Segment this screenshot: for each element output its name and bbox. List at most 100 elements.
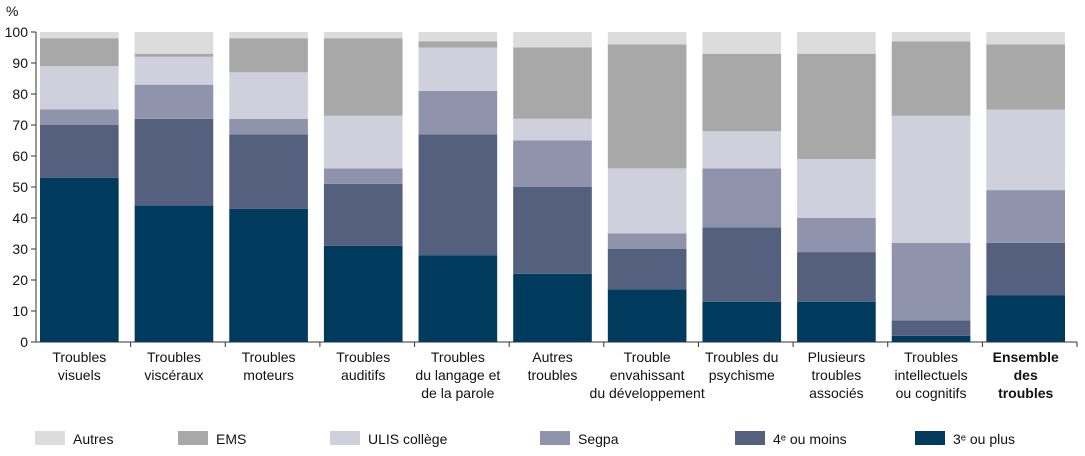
legend-label: ULIS collège [368,431,448,447]
legend-swatch [915,431,945,445]
bar-segment [40,32,119,39]
bar-segment [702,168,782,228]
legend-swatch [330,431,360,445]
bar-segment [323,168,403,184]
x-tick-label: Troubles visuels [52,349,106,383]
x-tick-label-line: Troubles [431,349,485,365]
x-tick-label: Troubles moteurs [242,349,296,383]
bar-segment [134,56,214,85]
y-tick-label: 100 [5,24,29,40]
bar-segment [418,47,498,91]
x-tick-label-line: Troubles [336,349,390,365]
bar-segment [986,109,1065,191]
bar-segment [40,109,119,125]
x-tick-label-line: troubles [998,385,1053,401]
x-tick-label-line: intellectuels [894,367,967,383]
bar-segment [229,118,308,135]
bar-segment [134,205,214,342]
x-tick-label-line: de la parole [421,385,494,401]
y-tick-label: 80 [12,86,28,102]
bar-segment [891,320,971,336]
bar-segment [702,32,782,54]
x-tick-label-line: auditifs [341,367,385,383]
bar-segment [891,41,971,116]
x-tick-label: Troubles auditifs [336,349,390,383]
legend-label: Segpa [578,431,619,447]
x-tick-label-line: Troubles du [705,349,778,365]
bar-segment [229,72,308,119]
bar-segment [891,242,971,321]
x-tick-label: Troubles intellectuels ou cognitifs [894,349,967,401]
bar-segment [40,177,119,342]
bar-segment [229,32,308,39]
bar-segment [40,66,119,110]
legend-swatch [540,431,570,445]
bar-segment [40,125,119,178]
bar-segment [607,233,687,249]
bar-segment [134,118,214,206]
y-tick-label: 60 [12,148,28,164]
bar-segment [702,301,782,342]
x-tick-label-line: Trouble [624,349,671,365]
bar-segment [134,53,214,57]
x-tick-label-line: moteurs [243,367,294,383]
x-tick-label-line: Troubles [242,349,296,365]
legend-label: 4ᵉ ou moins [773,431,847,447]
x-tick-label-line: du langage et [415,367,500,383]
bar-segment [797,32,876,54]
bar-segment [418,134,498,256]
x-tick-label-line: Plusieurs [808,349,866,365]
bar-segment [607,44,687,169]
bar-segment [891,115,971,243]
bar-segment [513,118,592,141]
bar-segment [986,242,1065,296]
bar-segment [134,84,214,119]
x-tick-label-line: Troubles [147,349,201,365]
bar-segment [229,208,308,342]
bar-segment [797,218,876,253]
y-tick-label: 90 [12,55,28,71]
y-tick-label: 30 [12,241,28,257]
bar-segment [702,53,782,132]
y-tick-label: 20 [12,272,28,288]
y-tick-label: 40 [12,210,28,226]
bar-segment [513,273,592,342]
x-tick-label-line: des [1014,367,1038,383]
bar-segment [513,32,592,48]
bar-segment [607,249,687,290]
x-tick-label: Autres troubles [528,349,578,383]
bar-segment [702,131,782,169]
y-tick-label: 50 [12,179,28,195]
bar-segment [418,90,498,135]
bar-segment [323,115,403,169]
x-tick-label-line: ou cognitifs [896,385,967,401]
x-tick-label-line: envahissant [610,367,685,383]
x-tick-label-line: Troubles [52,349,106,365]
bar-segment [607,168,687,234]
bar-segment [418,41,498,48]
x-tick-label-line: Ensemble [993,349,1059,365]
bar-segment [891,335,971,342]
bar-segment [513,187,592,274]
x-tick-label-line: Autres [532,349,572,365]
legend-label: Autres [73,431,113,447]
x-tick-label-line: Troubles [904,349,958,365]
bar-segment [797,53,876,160]
bar-segment [891,32,971,42]
x-tick-label: Troubles viscéraux [144,349,203,383]
y-tick-label: 10 [12,303,28,319]
x-tick-label-line: visuels [58,367,101,383]
bar-segment [607,32,687,45]
x-tick-label-line: viscéraux [144,367,203,383]
bar-segment [797,301,876,342]
bar-segment [323,245,403,342]
bar-segment [986,32,1065,45]
bar-segment [607,289,687,342]
bar-segment [229,134,308,209]
bar-segment [513,140,592,187]
bar-segment [797,252,876,302]
x-tick-label: Plusieurs troubles associés [808,349,866,401]
legend-swatch [178,431,208,445]
bar-segment [323,32,403,39]
